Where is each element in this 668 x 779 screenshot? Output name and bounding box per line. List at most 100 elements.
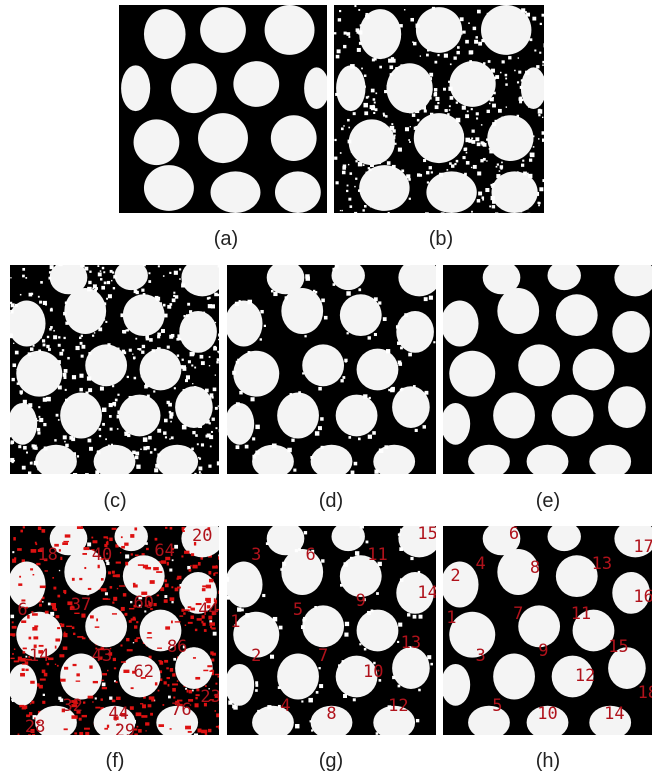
noise-speck bbox=[192, 383, 194, 385]
edge-speck bbox=[18, 445, 22, 449]
cell-blob bbox=[210, 171, 261, 213]
noise-speck bbox=[124, 612, 128, 616]
cell-blob bbox=[493, 392, 535, 439]
noise-speck bbox=[207, 304, 212, 309]
red-artifact bbox=[169, 597, 175, 601]
red-artifact bbox=[209, 699, 214, 701]
noise-speck bbox=[179, 278, 181, 280]
noise-speck bbox=[92, 701, 94, 703]
noise-speck bbox=[154, 468, 159, 473]
red-artifact bbox=[187, 621, 193, 624]
edge-speck bbox=[38, 349, 42, 353]
noise-speck bbox=[191, 689, 194, 692]
red-artifact bbox=[111, 699, 116, 703]
red-artifact bbox=[100, 558, 105, 560]
noise-speck bbox=[172, 687, 176, 692]
red-artifact bbox=[190, 607, 195, 611]
noise-speck bbox=[382, 112, 385, 115]
noise-speck bbox=[28, 655, 31, 658]
edge-speck bbox=[10, 435, 12, 438]
edge-speck bbox=[423, 109, 427, 113]
edge-speck bbox=[181, 283, 186, 288]
edge-speck bbox=[358, 288, 361, 291]
edge-speck bbox=[252, 454, 257, 459]
cell-label: 1 bbox=[230, 612, 241, 633]
edge-speck bbox=[178, 337, 182, 341]
edge-speck bbox=[465, 137, 470, 143]
red-artifact bbox=[192, 657, 196, 659]
cell-label: 12 bbox=[388, 695, 409, 716]
noise-speck bbox=[111, 279, 113, 282]
noise-speck bbox=[171, 601, 174, 604]
panel-a bbox=[119, 5, 327, 213]
noise-speck bbox=[126, 637, 130, 642]
red-artifact bbox=[25, 668, 29, 672]
noise-speck bbox=[542, 116, 544, 119]
noise-speck bbox=[425, 212, 429, 213]
noise-speck bbox=[29, 703, 32, 705]
red-artifact bbox=[121, 545, 125, 549]
noise-speck bbox=[343, 31, 347, 35]
noise-speck bbox=[537, 201, 540, 204]
noise-speck bbox=[196, 688, 200, 692]
red-artifact bbox=[201, 729, 208, 734]
red-artifact bbox=[32, 574, 35, 576]
red-artifact bbox=[218, 556, 219, 560]
edge-speck bbox=[237, 358, 240, 362]
noise-speck bbox=[57, 385, 62, 390]
noise-speck bbox=[532, 135, 535, 138]
edge-speck bbox=[162, 303, 166, 307]
edge-speck bbox=[408, 352, 412, 357]
noise-speck bbox=[172, 673, 176, 677]
noise-speck bbox=[30, 728, 35, 733]
edge-speck bbox=[459, 17, 464, 22]
red-artifact bbox=[190, 615, 194, 620]
edge-speck bbox=[429, 72, 434, 77]
cell-blob bbox=[49, 526, 88, 556]
noise-speck bbox=[179, 365, 184, 369]
noise-speck bbox=[354, 185, 356, 188]
edge-speck bbox=[293, 468, 297, 472]
noise-speck bbox=[190, 565, 192, 567]
noise-speck bbox=[106, 297, 109, 300]
noise-speck bbox=[204, 685, 207, 687]
noise-speck bbox=[28, 734, 31, 735]
noise-speck bbox=[148, 272, 151, 275]
red-artifact bbox=[193, 541, 197, 546]
noise-speck bbox=[430, 171, 433, 174]
noise-speck bbox=[99, 656, 103, 660]
red-artifact bbox=[20, 529, 23, 533]
caption-a: (a) bbox=[213, 228, 239, 250]
red-artifact bbox=[55, 638, 61, 642]
cell-blob bbox=[227, 402, 255, 445]
noise-speck bbox=[97, 265, 100, 267]
noise-speck bbox=[518, 97, 522, 101]
red-artifact bbox=[130, 687, 134, 690]
noise-speck bbox=[466, 110, 469, 113]
red-artifact bbox=[186, 689, 189, 693]
noise-speck bbox=[492, 97, 494, 99]
edge-speck bbox=[363, 102, 368, 108]
noise-speck bbox=[213, 346, 217, 351]
noise-speck bbox=[12, 363, 17, 368]
noise-speck bbox=[174, 703, 177, 706]
red-artifact bbox=[148, 696, 155, 700]
cell-label: 8 bbox=[326, 704, 337, 725]
edge-speck bbox=[492, 182, 496, 186]
cell-blob bbox=[356, 348, 399, 391]
noise-speck bbox=[536, 65, 540, 69]
noise-speck bbox=[125, 329, 128, 332]
noise-speck bbox=[204, 732, 208, 735]
noise-speck bbox=[518, 70, 522, 74]
edge-speck bbox=[346, 332, 349, 335]
cell-blob bbox=[35, 444, 77, 474]
edge-speck bbox=[259, 338, 262, 341]
noise-speck bbox=[364, 205, 367, 208]
red-artifact bbox=[213, 598, 216, 602]
edge-speck bbox=[113, 275, 117, 279]
red-artifact bbox=[113, 667, 117, 670]
noise-speck bbox=[169, 303, 173, 306]
noise-speck bbox=[120, 644, 123, 647]
noise-speck bbox=[119, 552, 122, 554]
cell-blob bbox=[302, 605, 345, 648]
